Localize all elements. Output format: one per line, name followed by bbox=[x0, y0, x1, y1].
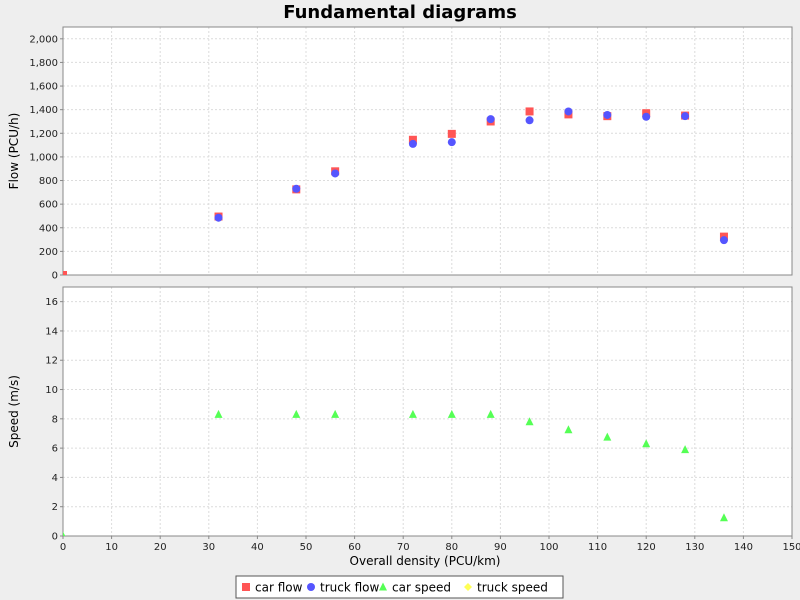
y-tick-label: 1,800 bbox=[29, 58, 58, 69]
x-tick-label: 0 bbox=[60, 542, 66, 553]
y-tick-label: 8 bbox=[52, 414, 58, 425]
x-tick-label: 140 bbox=[734, 542, 753, 553]
x-tick-label: 100 bbox=[539, 542, 558, 553]
legend-item-car-speed: car speed bbox=[379, 581, 451, 595]
plot-panel-speed: 0 2 4 6 8 10 12 14 16 Speed (m/s) 0 10 20 30 40 50 60 70 8… bbox=[7, 286, 800, 553]
x-tick-label: 60 bbox=[348, 542, 361, 553]
legend-item-truck-flow: truck flow bbox=[307, 581, 380, 595]
car-flow-point bbox=[525, 107, 534, 116]
y-tick-label: 200 bbox=[39, 247, 58, 258]
truck-flow-point bbox=[447, 138, 456, 147]
legend-label: car speed bbox=[392, 581, 451, 595]
car-speed-point bbox=[447, 409, 456, 418]
y-tick-label: 2,000 bbox=[29, 34, 58, 45]
x-tick-label: 110 bbox=[588, 542, 607, 553]
legend-diamond-icon bbox=[464, 583, 472, 591]
y-tick-label: 600 bbox=[39, 200, 58, 211]
x-tick-label: 30 bbox=[202, 542, 215, 553]
x-tick-label: 40 bbox=[251, 542, 264, 553]
y-tick-label: 1,400 bbox=[29, 105, 58, 116]
x-tick-label: 90 bbox=[494, 542, 507, 553]
car-speed-point bbox=[603, 432, 612, 441]
truck-flow-point bbox=[603, 110, 612, 119]
car-flow-point bbox=[447, 129, 456, 138]
x-axis-label: Overall density (PCU/km) bbox=[350, 554, 501, 568]
y-tick-label: 800 bbox=[39, 176, 58, 187]
truck-flow-point bbox=[486, 115, 495, 124]
car-speed-point bbox=[642, 439, 651, 448]
x-tick-label: 150 bbox=[782, 542, 800, 553]
data-points bbox=[63, 409, 728, 536]
y-tick-label: 16 bbox=[45, 297, 58, 308]
car-speed-point bbox=[63, 531, 66, 536]
y-tick-label: 14 bbox=[45, 326, 58, 337]
car-flow-point bbox=[408, 135, 417, 144]
car-speed-point bbox=[719, 513, 728, 522]
x-tick-label: 10 bbox=[105, 542, 118, 553]
truck-flow-point bbox=[292, 184, 301, 193]
truck-flow-point bbox=[408, 139, 417, 148]
legend-label: car flow bbox=[255, 581, 303, 595]
car-speed-point bbox=[486, 409, 495, 418]
y-tick-label: 10 bbox=[45, 385, 58, 396]
x-tick-label: 80 bbox=[445, 542, 458, 553]
x-tick-label: 120 bbox=[637, 542, 656, 553]
plot-panel-flow: 0 200 400 600 800 1,000 1,200 1,400 1,600 1,800 2,… bbox=[7, 26, 793, 282]
y-tick-label: 4 bbox=[52, 473, 58, 484]
y-tick-label: 0 bbox=[52, 532, 58, 543]
x-tick-label: 70 bbox=[397, 542, 410, 553]
x-tick-label: 20 bbox=[154, 542, 167, 553]
y-tick-label: 1,200 bbox=[29, 129, 58, 140]
y-tick-label: 2 bbox=[52, 502, 58, 513]
legend-item-car-flow: car flow bbox=[242, 581, 303, 595]
x-tick-label: 50 bbox=[300, 542, 313, 553]
truck-flow-point bbox=[681, 112, 690, 121]
legend-item-truck-speed: truck speed bbox=[464, 581, 548, 595]
y-tick-label: 0 bbox=[52, 271, 58, 282]
plot-area bbox=[63, 27, 792, 275]
plot-area bbox=[63, 287, 792, 536]
truck-flow-point bbox=[331, 169, 340, 178]
car-speed-point bbox=[292, 409, 301, 418]
y-tick-label: 1,600 bbox=[29, 82, 58, 93]
legend-square-icon bbox=[242, 583, 250, 591]
legend-circle-icon bbox=[307, 583, 315, 591]
y-axis-label: Flow (PCU/h) bbox=[7, 113, 21, 190]
data-points bbox=[63, 107, 728, 275]
legend-triangle-icon bbox=[379, 582, 387, 591]
truck-flow-point bbox=[525, 116, 534, 125]
plot-panels: 02004006008001,0001,2001,4001,6001,8002,… bbox=[7, 26, 800, 553]
plot-border bbox=[62, 26, 793, 276]
truck-flow-point bbox=[642, 112, 651, 121]
car-speed-point bbox=[331, 409, 340, 418]
truck-flow-point bbox=[719, 236, 728, 245]
car-speed-point bbox=[214, 409, 223, 418]
x-tick-label: 130 bbox=[685, 542, 704, 553]
chart-title: Fundamental diagrams bbox=[283, 2, 517, 23]
y-tick-label: 1,000 bbox=[29, 152, 58, 163]
car-flow-point bbox=[63, 271, 67, 275]
truck-flow-point bbox=[214, 213, 223, 222]
legend-label: truck speed bbox=[477, 581, 548, 595]
car-speed-point bbox=[408, 409, 417, 418]
car-speed-point bbox=[681, 445, 690, 454]
y-tick-label: 6 bbox=[52, 444, 58, 455]
y-axis-label: Speed (m/s) bbox=[7, 375, 21, 448]
car-speed-point bbox=[564, 425, 573, 434]
chart-legend: car flow truck flow car speed truck speed bbox=[235, 575, 564, 599]
legend-label: truck flow bbox=[320, 581, 380, 595]
plot-border bbox=[62, 286, 793, 537]
truck-flow-point bbox=[564, 107, 573, 116]
y-tick-label: 400 bbox=[39, 223, 58, 234]
legend-box bbox=[235, 575, 564, 599]
car-speed-point bbox=[525, 417, 534, 426]
y-tick-label: 12 bbox=[45, 356, 58, 367]
